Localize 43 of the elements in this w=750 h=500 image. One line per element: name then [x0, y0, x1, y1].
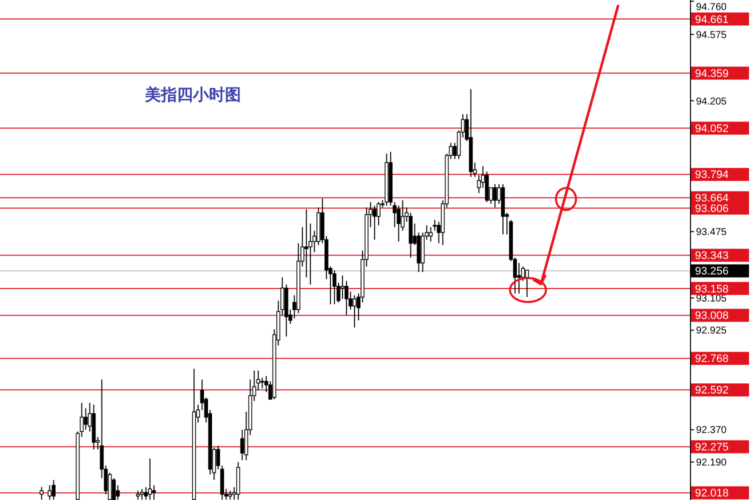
candlestick — [352, 294, 356, 328]
candlestick — [332, 270, 336, 305]
ref-line-label: 93.158 — [695, 283, 729, 296]
candlestick — [148, 458, 152, 500]
candlestick — [260, 377, 264, 389]
candlestick — [493, 184, 497, 208]
y-tick-label: 94.575 — [696, 30, 728, 41]
ref-line-label: 92.592 — [695, 384, 729, 397]
y-tick-label: 93.475 — [696, 227, 728, 238]
ref-line-label: 93.256 — [695, 266, 729, 278]
y-tick-label: 94.760 — [696, 2, 728, 13]
candlestick — [517, 262, 521, 294]
ref-line-label: 94.052 — [695, 122, 729, 135]
candlestick — [428, 226, 433, 242]
candlestick — [52, 479, 56, 500]
y-tick-label: 92.190 — [696, 457, 728, 468]
text: 美指四小时图 — [144, 85, 241, 104]
y-tick-label: 94.205 — [696, 96, 728, 108]
y-tick-label: 93.105 — [696, 293, 728, 304]
y-tick-label: 92.370 — [696, 425, 728, 436]
candlestick — [48, 484, 52, 500]
candlestick — [340, 275, 344, 300]
ref-line-label: 93.606 — [695, 202, 729, 215]
candlestick — [40, 486, 44, 500]
ref-line-label: 92.275 — [695, 442, 729, 454]
candlestick — [140, 488, 144, 500]
candlestick — [256, 370, 260, 391]
candlestick — [525, 270, 529, 298]
y-tick-label: 92.925 — [696, 326, 728, 337]
ref-line-label: 92.768 — [695, 353, 729, 366]
candlestick — [112, 478, 116, 500]
ref-line-label: 92.018 — [695, 488, 729, 500]
ref-line-label: 94.359 — [695, 68, 729, 80]
candlestick — [432, 219, 437, 232]
ref-line-label: 94.661 — [695, 14, 729, 26]
ref-line-label: 93.794 — [695, 169, 729, 182]
candlestick — [152, 484, 156, 500]
ref-line-label: 93.664 — [695, 192, 729, 205]
ref-line-label: 93.343 — [695, 250, 729, 262]
candlestick — [372, 205, 376, 240]
candlestick — [240, 429, 244, 461]
candlestick — [400, 200, 405, 232]
ref-line-label: 93.008 — [695, 310, 729, 322]
